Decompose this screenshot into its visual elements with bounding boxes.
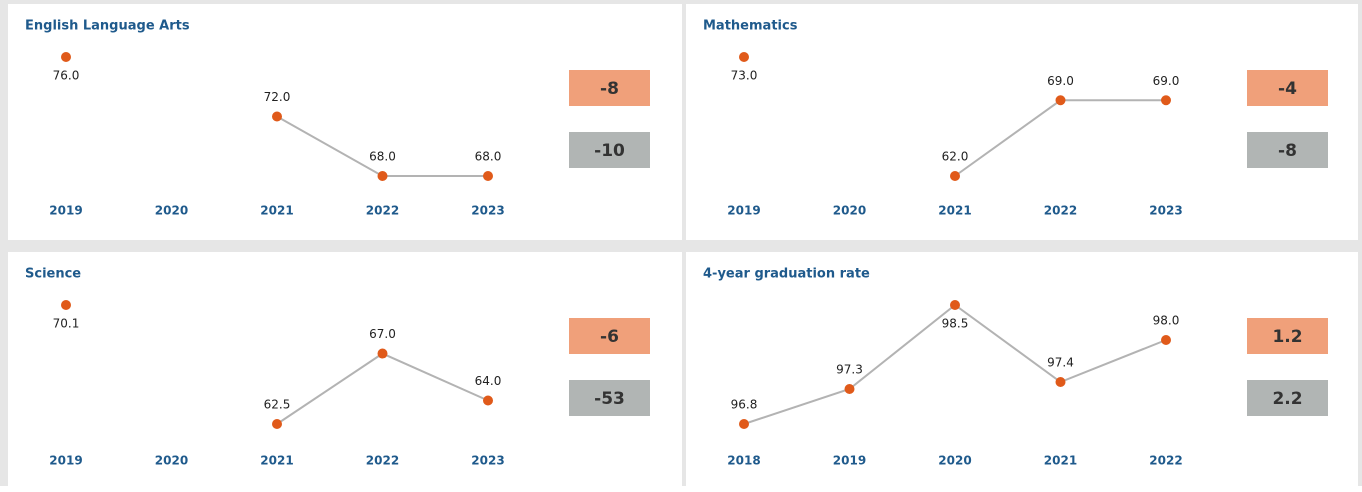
point — [739, 52, 749, 62]
point — [950, 171, 960, 181]
point — [377, 171, 388, 181]
panel: Science 2019 70.1 2020 2021 62.5 2022 67.0 2023 6… — [8, 252, 682, 492]
point — [272, 111, 282, 122]
panel: Mathematics 2019 73.0 2020 2021 62.0 2022 69.0 2… — [686, 4, 1358, 240]
x-tick-label: 2021 — [938, 204, 971, 218]
point — [272, 419, 282, 429]
badge-value: -6 — [600, 327, 619, 347]
x-tick-label: 2019 — [833, 454, 866, 468]
data-label: 62.5 — [264, 398, 291, 412]
point — [61, 300, 71, 310]
badge-value: -8 — [600, 79, 619, 99]
badge-value: -8 — [1278, 141, 1297, 161]
x-tick-label: 2018 — [727, 454, 760, 468]
point — [1055, 95, 1066, 106]
badge — [569, 318, 650, 354]
x-tick-label: 2022 — [1044, 204, 1077, 218]
data-label: 96.8 — [731, 398, 758, 412]
x-tick-label: 2021 — [260, 454, 293, 468]
x-tick-label: 2023 — [471, 204, 504, 218]
x-tick-label: 2022 — [366, 454, 399, 468]
data-label: 73.0 — [731, 69, 758, 83]
badge — [1247, 70, 1328, 106]
x-tick-label: 2019 — [727, 204, 760, 218]
x-tick-label: 2021 — [260, 204, 293, 218]
badge-value: 2.2 — [1272, 389, 1302, 409]
point — [377, 348, 388, 359]
chart-title: English Language Arts — [25, 19, 190, 34]
data-label: 97.3 — [836, 363, 863, 377]
badge-value: -4 — [1278, 79, 1297, 99]
data-label: 70.1 — [53, 317, 80, 331]
badge — [1247, 318, 1328, 354]
point — [483, 171, 493, 181]
data-label: 98.5 — [942, 317, 969, 331]
x-tick-label: 2020 — [833, 204, 866, 218]
line — [954, 99, 1166, 177]
data-label: 68.0 — [369, 150, 396, 164]
x-tick-label: 2023 — [1149, 204, 1182, 218]
badge — [1247, 132, 1328, 168]
x-tick-label: 2022 — [1149, 454, 1182, 468]
badge-value: -10 — [594, 141, 625, 161]
chart-title: Mathematics — [703, 19, 798, 34]
x-tick-label: 2023 — [471, 454, 504, 468]
badge-value: 1.2 — [1272, 327, 1302, 347]
badge — [1247, 380, 1328, 416]
point — [1055, 377, 1066, 387]
point — [1161, 95, 1171, 106]
point — [844, 384, 855, 394]
badge — [569, 70, 650, 106]
x-tick-label: 2021 — [1044, 454, 1077, 468]
x-tick-label: 2019 — [49, 454, 82, 468]
data-label: 72.0 — [264, 90, 291, 104]
x-tick-label: 2020 — [938, 454, 971, 468]
point — [739, 419, 749, 429]
chart: English Language Arts 2019 76.0 2020 2021 72.… — [25, 19, 650, 218]
panel: 4-year graduation rate 2018 96.8 2019 97.3 20… — [686, 252, 1358, 492]
chart-title: 4-year graduation rate — [703, 267, 870, 282]
data-label: 76.0 — [53, 69, 80, 83]
x-tick-label: 2020 — [155, 204, 188, 218]
chart: 4-year graduation rate 2018 96.8 2019 97.3 20… — [703, 267, 1328, 468]
badge — [569, 132, 650, 168]
panel: English Language Arts 2019 76.0 2020 2021 72.… — [8, 4, 682, 240]
data-label: 98.0 — [1153, 314, 1180, 328]
point — [61, 52, 71, 62]
data-label: 69.0 — [1153, 74, 1180, 88]
data-label: 69.0 — [1047, 74, 1074, 88]
line — [276, 115, 488, 177]
x-tick-label: 2019 — [49, 204, 82, 218]
x-tick-label: 2020 — [155, 454, 188, 468]
point — [1161, 335, 1171, 345]
chart-title: Science — [25, 267, 81, 282]
data-label: 67.0 — [369, 327, 396, 341]
badge-value: -53 — [594, 389, 625, 409]
point — [950, 300, 960, 310]
data-label: 62.0 — [942, 150, 969, 164]
point — [483, 395, 493, 406]
data-label: 64.0 — [475, 374, 502, 388]
x-tick-label: 2022 — [366, 204, 399, 218]
chart: Science 2019 70.1 2020 2021 62.5 2022 67.0 2023 6… — [25, 267, 650, 468]
line — [276, 352, 489, 425]
chart: Mathematics 2019 73.0 2020 2021 62.0 2022 69.0 2… — [703, 19, 1328, 218]
badge — [569, 380, 650, 416]
data-label: 97.4 — [1047, 356, 1074, 370]
data-label: 68.0 — [475, 150, 502, 164]
